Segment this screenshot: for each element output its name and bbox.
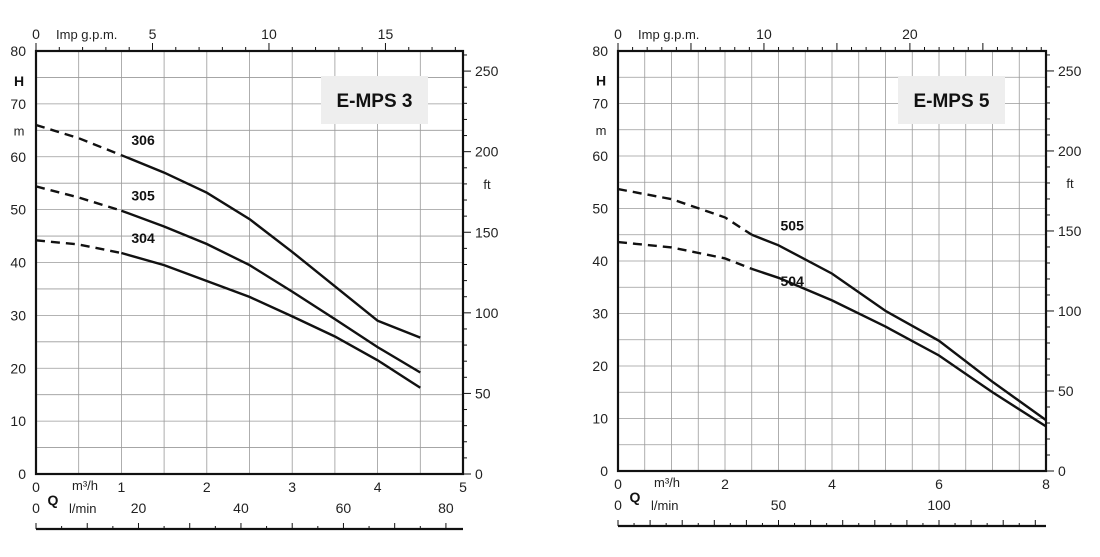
- m3h-tick-label: 0: [614, 476, 622, 492]
- lmin-tick-label: 60: [336, 500, 352, 516]
- ft-tick-label: 200: [475, 144, 499, 160]
- chart-title: E-MPS 3: [336, 91, 412, 112]
- y-axis-unit: m: [596, 123, 607, 138]
- plot-frame: [616, 49, 1048, 473]
- m3h-tick-label: 8: [1042, 476, 1050, 492]
- ft-tick-label: 150: [475, 224, 499, 240]
- x-axis-symbol: Q: [630, 489, 641, 505]
- gpm-tick-label: 5: [149, 26, 157, 42]
- m3h-tick-label: 2: [721, 476, 729, 492]
- m3h-tick-label: 0: [32, 479, 40, 495]
- y-tick-label: 60: [10, 149, 26, 165]
- ft-tick-label: 200: [1058, 143, 1082, 159]
- curve-label-304: 304: [131, 230, 155, 246]
- m3h-tick-label: 1: [118, 479, 126, 495]
- title-box: [898, 76, 1005, 124]
- gpm-tick-label: 10: [756, 26, 772, 42]
- y-tick-label: 20: [592, 358, 608, 374]
- y-tick-label: 0: [18, 466, 26, 482]
- y-tick-label: 80: [10, 43, 26, 59]
- plot-frame: [34, 49, 465, 476]
- lmin-tick-label: 50: [771, 497, 787, 513]
- y-tick-label: 80: [592, 43, 608, 59]
- gpm-tick-label: 10: [261, 26, 277, 42]
- gpm-axis-unit: Imp g.p.m.: [638, 27, 699, 42]
- curve-306-dashed: [35, 123, 122, 157]
- y-tick-label: 10: [592, 411, 608, 427]
- ft-axis-unit: ft: [483, 177, 491, 192]
- curve-306-solid: [120, 154, 421, 339]
- ft-tick-label: 0: [475, 466, 483, 482]
- ft-tick-label: 100: [475, 305, 499, 321]
- x-axis-symbol: Q: [48, 492, 59, 508]
- lmin-tick-label: 20: [131, 500, 147, 516]
- title-box: [321, 76, 428, 124]
- curve-label-306: 306: [131, 132, 155, 148]
- ft-axis-unit: ft: [1066, 176, 1074, 191]
- ft-tick-label: 0: [1058, 463, 1066, 479]
- y-tick-label: 0: [600, 463, 608, 479]
- lmin-tick-label: 0: [614, 497, 622, 513]
- lmin-tick-label: 0: [32, 500, 40, 516]
- m3h-tick-label: 2: [203, 479, 211, 495]
- gpm-axis-unit: Imp g.p.m.: [56, 27, 117, 42]
- ft-tick-label: 50: [1058, 383, 1074, 399]
- y-tick-label: 30: [592, 306, 608, 322]
- lmin-tick-label: 40: [233, 500, 249, 516]
- gpm-tick-label: 0: [32, 26, 40, 42]
- y-tick-label: 40: [592, 253, 608, 269]
- m3h-axis-unit: m³/h: [654, 475, 680, 490]
- m3h-tick-label: 5: [459, 479, 467, 495]
- curve-304-solid: [121, 251, 421, 389]
- gpm-tick-label: 0: [614, 26, 622, 42]
- m3h-tick-label: 3: [288, 479, 296, 495]
- y-tick-label: 30: [10, 307, 26, 323]
- curve-label-505: 505: [781, 217, 805, 233]
- curve-505-solid: [751, 233, 1047, 422]
- curve-305-solid: [120, 209, 421, 374]
- y-tick-label: 40: [10, 255, 26, 271]
- ft-tick-label: 100: [1058, 303, 1082, 319]
- m3h-tick-label: 4: [828, 476, 836, 492]
- m3h-axis-unit: m³/h: [72, 478, 98, 493]
- series-505: 505: [617, 187, 1047, 422]
- y-axis-symbol: H: [596, 73, 606, 89]
- y-tick-label: 20: [10, 360, 26, 376]
- y-tick-label: 60: [592, 148, 608, 164]
- series-306: 306: [35, 123, 421, 339]
- y-tick-label: 70: [592, 96, 608, 112]
- ft-tick-label: 50: [475, 385, 491, 401]
- curve-504-dashed: [617, 240, 753, 271]
- series-305: 305: [35, 185, 421, 374]
- lmin-axis-unit: l/min: [651, 498, 678, 513]
- gpm-tick-label: 15: [378, 26, 394, 42]
- y-axis-symbol: H: [14, 73, 24, 89]
- y-tick-label: 70: [10, 96, 26, 112]
- gpm-tick-label: 20: [902, 26, 918, 42]
- curve-label-305: 305: [131, 188, 155, 204]
- lmin-axis-unit: l/min: [69, 501, 96, 516]
- m3h-tick-label: 6: [935, 476, 943, 492]
- curve-504-solid: [751, 267, 1047, 428]
- y-tick-label: 10: [10, 413, 26, 429]
- m3h-tick-label: 4: [374, 479, 382, 495]
- ft-tick-label: 250: [475, 63, 499, 79]
- series-504: 504: [617, 240, 1047, 428]
- y-axis-unit: m: [14, 123, 25, 138]
- ft-tick-label: 250: [1058, 63, 1082, 79]
- curve-505-dashed: [617, 187, 753, 236]
- lmin-tick-label: 100: [927, 497, 951, 513]
- ft-tick-label: 150: [1058, 223, 1082, 239]
- y-tick-label: 50: [10, 202, 26, 218]
- chart-title: E-MPS 5: [913, 91, 989, 112]
- lmin-tick-label: 80: [438, 500, 454, 516]
- y-tick-label: 50: [592, 201, 608, 217]
- curve-label-504: 504: [781, 273, 805, 289]
- series-304: 304: [35, 230, 421, 389]
